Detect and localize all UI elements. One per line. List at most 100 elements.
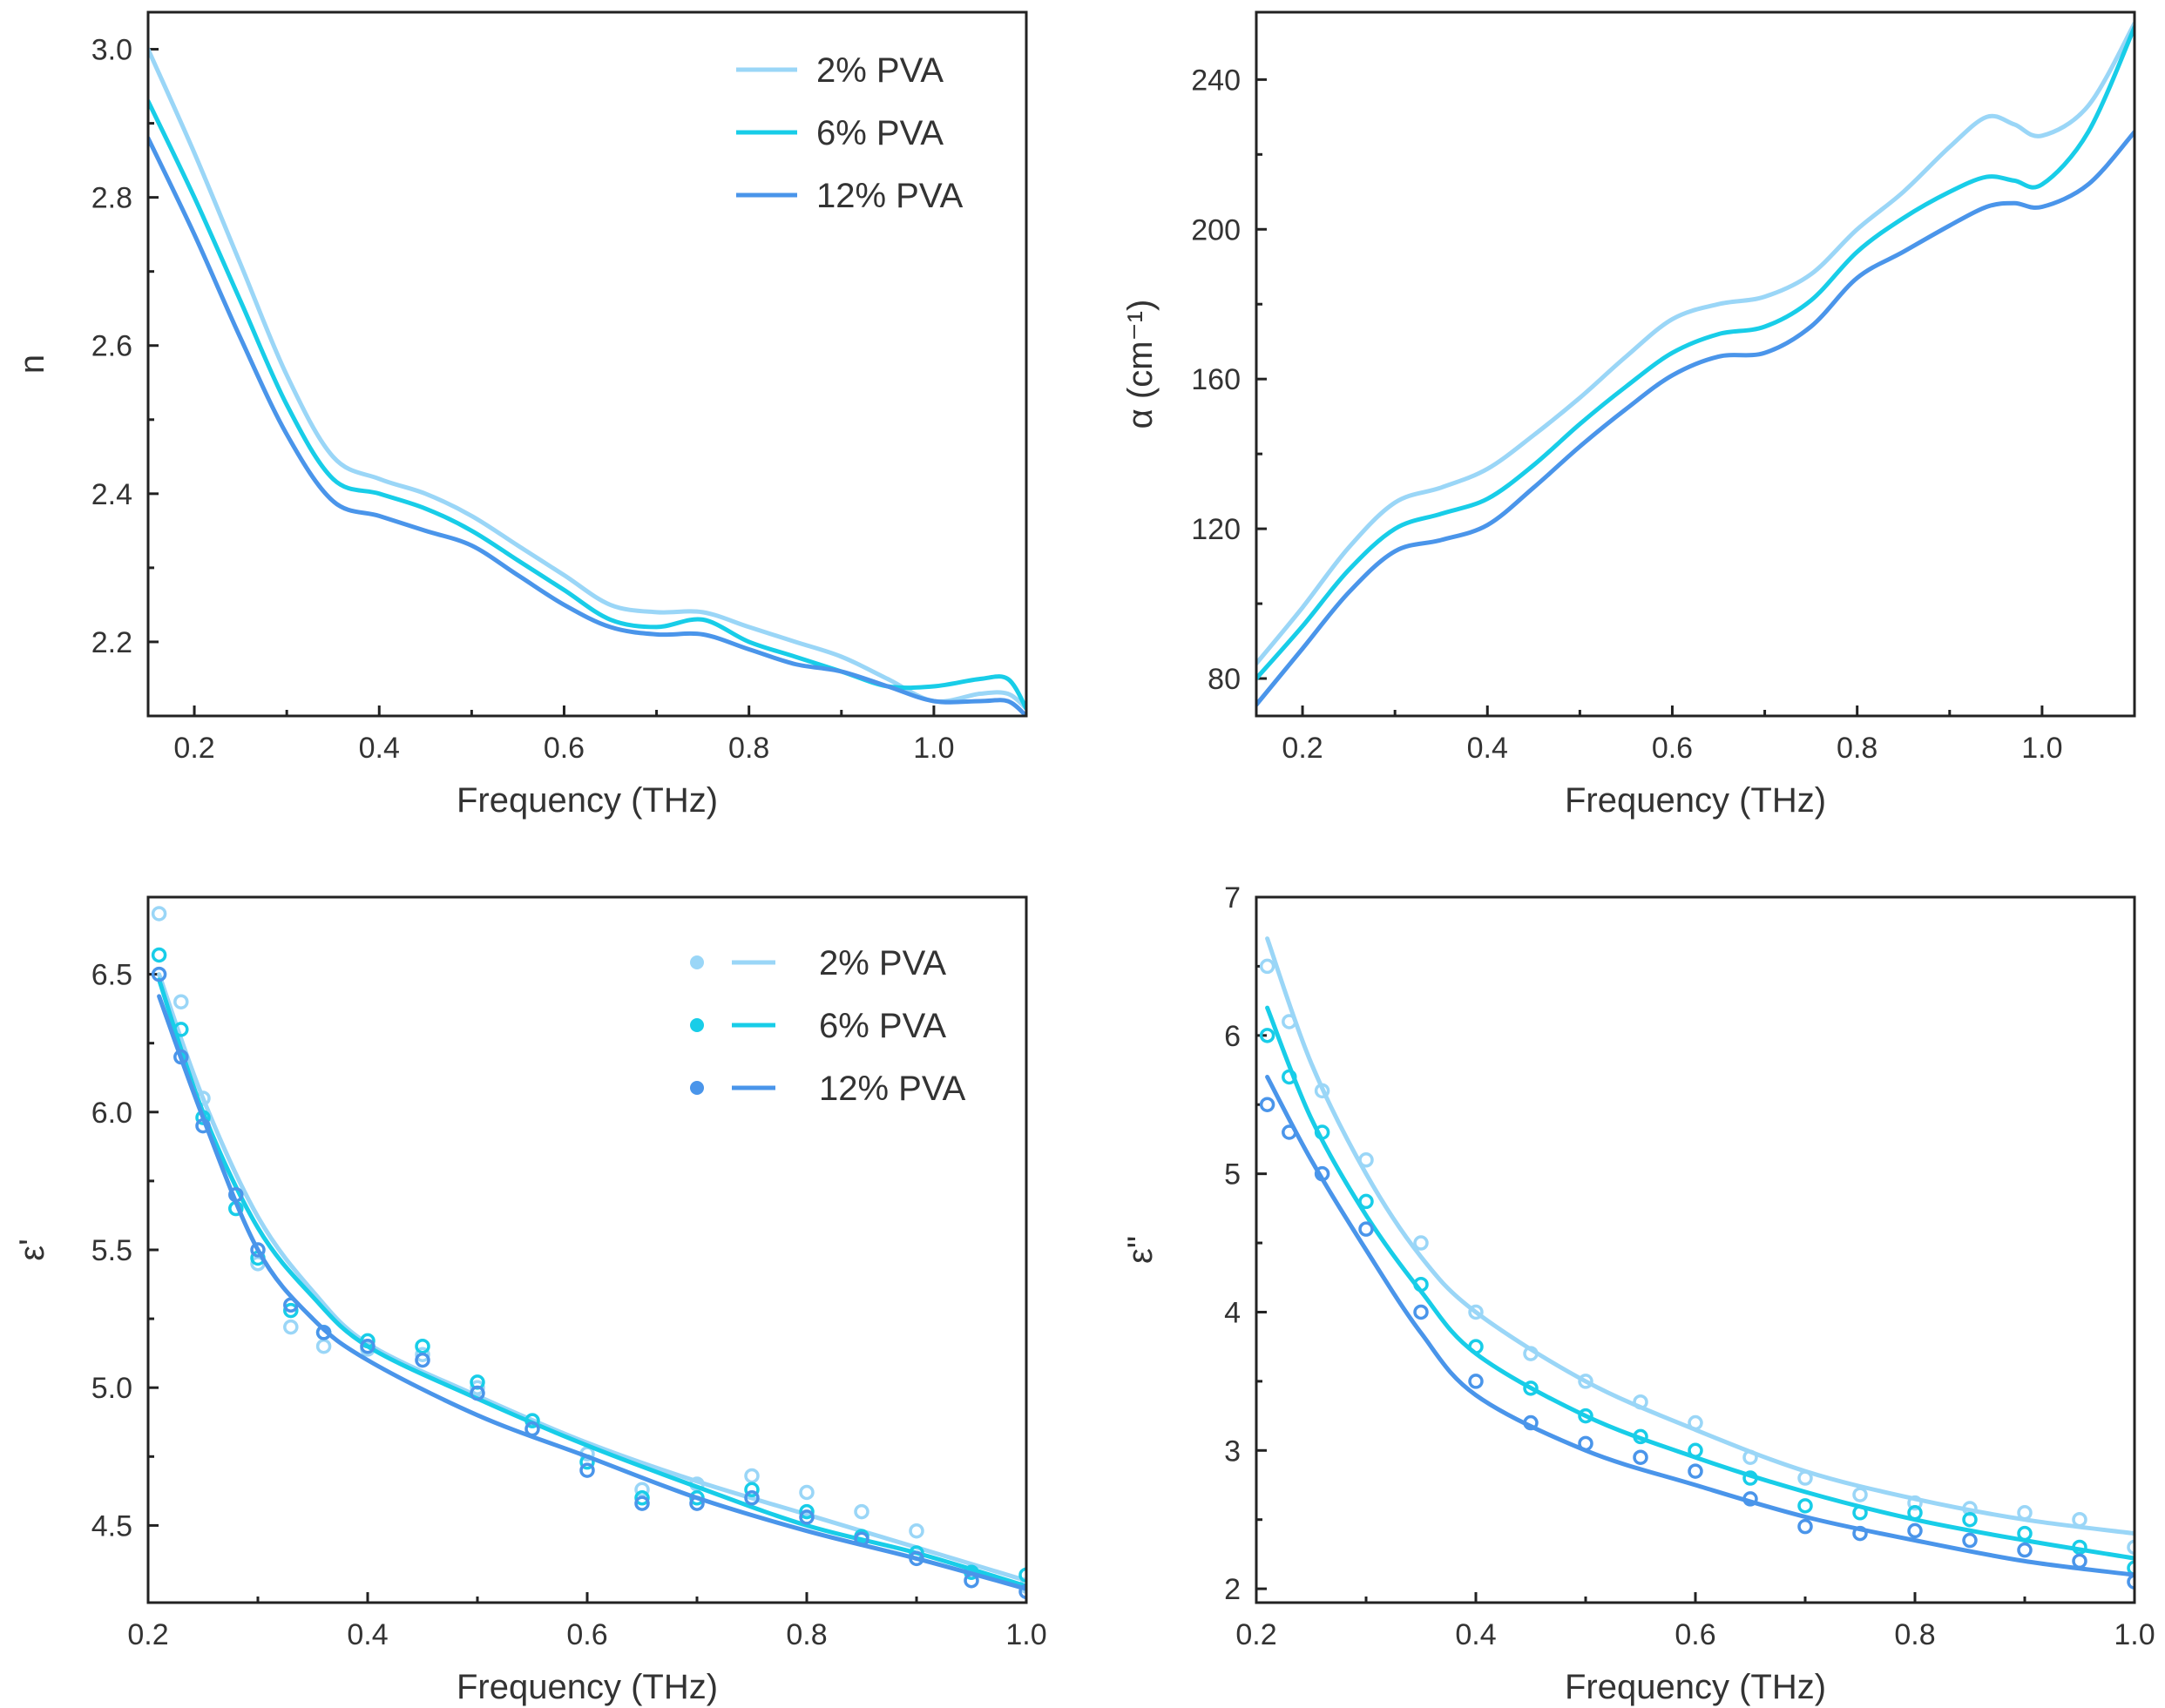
x-tick-label: 0.8 — [728, 732, 769, 765]
series-line — [1256, 21, 2135, 666]
legend-label: 12% PVA — [816, 177, 964, 215]
x-tick-label: 0.2 — [127, 1618, 168, 1651]
data-point — [1907, 1505, 1923, 1521]
data-point — [1797, 1518, 1813, 1535]
legend-label: 6% PVA — [816, 114, 944, 152]
series-12-pva — [1259, 1075, 2135, 1590]
legend-entry: 6% PVA — [736, 114, 944, 152]
x-tick-label: 0.4 — [1467, 732, 1508, 765]
data-point — [799, 1509, 815, 1525]
y-tick-label: 2 — [1224, 1573, 1241, 1606]
data-point — [1852, 1505, 1868, 1521]
x-tick-label: 1.0 — [2021, 732, 2062, 765]
data-point — [1962, 1532, 1978, 1549]
x-tick-label: 0.2 — [1282, 732, 1323, 765]
series-12-pva — [148, 136, 1026, 716]
x-tick-label: 0.6 — [1652, 732, 1693, 765]
legend-entry: 2% PVA — [690, 944, 946, 982]
series-line — [148, 136, 1026, 716]
series-line — [1265, 1075, 2135, 1577]
data-point — [799, 1484, 815, 1501]
y-tick-label: 2.4 — [91, 478, 132, 511]
x-axis-label: Frequency (THz) — [457, 1668, 718, 1706]
data-point — [415, 1347, 430, 1362]
x-tick-label: 1.0 — [2114, 1618, 2155, 1651]
plot-frame — [1255, 10, 2136, 718]
legend-marker — [690, 955, 704, 969]
y-axis-label: ε' — [13, 1239, 51, 1260]
y-tick-label: 2.8 — [91, 182, 132, 215]
data-point — [1852, 1525, 1868, 1542]
legend-marker — [690, 1018, 704, 1032]
data-point — [854, 1531, 869, 1547]
plot-area — [151, 906, 1026, 1600]
data-point — [151, 947, 167, 963]
data-point — [2072, 1539, 2087, 1556]
y-tick-label: 200 — [1191, 213, 1241, 246]
data-point — [854, 1503, 869, 1520]
x-tick-label: 1.0 — [913, 732, 954, 765]
legend-entry: 6% PVA — [690, 1007, 946, 1045]
data-point — [1797, 1498, 1813, 1514]
data-point — [1907, 1522, 1923, 1539]
data-point — [1852, 1487, 1868, 1502]
series-6-pva — [1256, 24, 2135, 681]
data-point — [360, 1338, 375, 1354]
x-tick-label: 0.8 — [1894, 1618, 1935, 1651]
chart-panel-eps-imag: 0.2 0.4 0.6 0.8 1.0 2 3 4 5 6 7 Frequency (THz) ε" — [1121, 881, 2155, 1706]
data-point — [1468, 1374, 1484, 1389]
x-axis-label: Frequency (THz) — [457, 781, 718, 820]
data-point — [1259, 958, 1275, 975]
data-point — [173, 1049, 189, 1065]
data-point — [744, 1482, 760, 1498]
data-point — [250, 1242, 266, 1258]
series-6-pva — [1259, 1005, 2135, 1576]
data-point — [744, 1468, 760, 1484]
y-tick-label: 120 — [1191, 513, 1241, 546]
data-point — [1282, 1069, 1297, 1085]
series-12-pva — [1256, 130, 2135, 707]
data-point — [2017, 1505, 2033, 1521]
series-line — [148, 98, 1026, 711]
data-point — [579, 1462, 595, 1478]
y-tick-label: 160 — [1191, 363, 1241, 396]
plot-frame — [146, 10, 1028, 718]
data-point — [524, 1413, 540, 1428]
series-line — [1265, 936, 2135, 1536]
x-tick-label: 0.4 — [359, 732, 400, 765]
series-line — [1256, 24, 2135, 681]
y-tick-label: 4 — [1224, 1296, 1241, 1329]
plot-area — [1256, 21, 2135, 707]
data-point — [1633, 1428, 1648, 1445]
data-point — [1468, 1304, 1484, 1320]
data-point — [1578, 1408, 1593, 1424]
data-point — [1578, 1374, 1593, 1389]
data-point — [2127, 1574, 2135, 1590]
data-point — [799, 1503, 815, 1520]
data-point — [1413, 1304, 1429, 1320]
x-tick-label: 0.2 — [1235, 1618, 1276, 1651]
data-point — [1742, 1470, 1758, 1486]
y-tick-label: 5.5 — [91, 1234, 132, 1267]
series-6-pva — [148, 98, 1026, 711]
data-point — [1018, 1567, 1026, 1583]
legend-entry: 2% PVA — [736, 51, 944, 90]
y-tick-label: 3 — [1224, 1435, 1241, 1468]
data-point — [1907, 1495, 1923, 1511]
data-point — [634, 1490, 650, 1506]
data-point — [1523, 1381, 1539, 1396]
data-point — [470, 1380, 485, 1395]
data-point — [1468, 1339, 1484, 1354]
legend-label: 6% PVA — [819, 1007, 946, 1045]
x-tick-label: 0.6 — [544, 732, 585, 765]
y-axis-label: n — [13, 354, 51, 374]
x-tick-label: 0.8 — [786, 1618, 827, 1651]
y-tick-label: 240 — [1191, 64, 1241, 97]
data-point — [1742, 1491, 1758, 1507]
data-point — [2017, 1525, 2033, 1542]
data-point — [1358, 1193, 1374, 1210]
data-point — [909, 1522, 924, 1539]
legend-label: 2% PVA — [819, 944, 946, 982]
x-tick-label: 0.8 — [1837, 732, 1877, 765]
